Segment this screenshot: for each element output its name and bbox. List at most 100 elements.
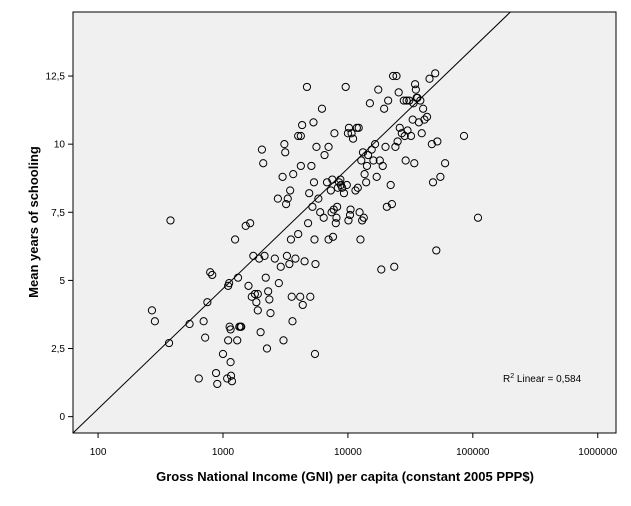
- x-tick-label: 100000: [456, 447, 490, 458]
- data-point: [147, 306, 157, 315]
- data-point: [348, 134, 358, 143]
- data-point: [194, 374, 203, 383]
- data-point: [386, 180, 395, 190]
- data-point: [338, 183, 347, 192]
- data-point: [288, 317, 297, 326]
- data-point: [302, 82, 312, 92]
- data-point: [416, 96, 425, 105]
- data-point: [362, 161, 372, 171]
- data-point: [401, 156, 410, 165]
- x-tick-label: 1000: [212, 447, 235, 458]
- y-tick-label: 5: [59, 276, 65, 287]
- data-point: [285, 259, 294, 269]
- data-point: [294, 131, 303, 141]
- data-point: [237, 322, 246, 331]
- data-point: [353, 183, 362, 192]
- data-point: [425, 74, 434, 83]
- x-tick-label: 10000: [334, 447, 362, 458]
- data-point: [333, 202, 342, 211]
- data-point: [270, 254, 279, 263]
- y-tick-label: 10: [54, 140, 66, 151]
- data-point: [319, 213, 328, 222]
- data-point: [296, 131, 305, 141]
- r-squared-text: Linear = 0,584: [514, 374, 581, 385]
- data-point: [298, 120, 307, 130]
- x-axis: 100 1000 10000 100000 1000000: [90, 433, 618, 458]
- data-point: [306, 292, 315, 301]
- data-point: [246, 219, 255, 228]
- x-tick-label: 100: [90, 447, 107, 458]
- data-point: [203, 298, 212, 307]
- data-point: [358, 148, 368, 157]
- data-point: [356, 235, 365, 244]
- data-point: [312, 142, 321, 151]
- data-point: [378, 161, 387, 171]
- data-point: [372, 172, 381, 181]
- data-point: [328, 175, 337, 184]
- y-tick-label: 2,5: [51, 344, 65, 355]
- data-point: [278, 172, 287, 181]
- data-point: [226, 358, 235, 367]
- data-point: [233, 336, 242, 345]
- data-point: [294, 229, 303, 239]
- data-point: [330, 129, 339, 138]
- data-point: [351, 186, 360, 195]
- data-point: [384, 96, 393, 105]
- data-point: [413, 93, 422, 102]
- y-tick-label: 0: [59, 412, 65, 423]
- data-point: [320, 150, 329, 160]
- data-point: [314, 194, 323, 203]
- data-point: [253, 289, 262, 299]
- data-point: [324, 142, 333, 151]
- data-point: [226, 371, 236, 380]
- data-point: [342, 180, 351, 190]
- data-point: [281, 200, 291, 209]
- data-point: [410, 159, 419, 168]
- x-axis-title: Gross National Income (GNI) per capita (…: [156, 469, 534, 484]
- data-point: [256, 328, 265, 337]
- data-point: [206, 268, 215, 277]
- data-point: [286, 186, 295, 195]
- data-point: [226, 325, 235, 334]
- data-point: [261, 273, 270, 282]
- y-tick-label: 12,5: [46, 72, 66, 83]
- data-point: [410, 80, 420, 89]
- data-point: [387, 200, 397, 209]
- data-point: [201, 333, 210, 342]
- data-point: [417, 129, 426, 138]
- y-axis: 0 2,5 5 7,5 10 12,5: [46, 72, 73, 423]
- data-point: [436, 172, 445, 181]
- data-point: [280, 140, 289, 149]
- data-point: [362, 178, 371, 187]
- data-point: [344, 216, 353, 225]
- data-point: [399, 96, 408, 105]
- data-point: [257, 145, 267, 154]
- data-point: [365, 99, 375, 108]
- data-point: [291, 254, 300, 263]
- r-squared-annotation: R2 Linear = 0,584: [503, 373, 582, 385]
- data-point: [393, 137, 402, 146]
- data-points: [147, 69, 483, 389]
- data-point: [322, 178, 332, 187]
- data-point: [298, 300, 307, 310]
- data-point: [266, 309, 275, 318]
- data-point: [282, 251, 292, 260]
- data-point: [259, 159, 268, 168]
- data-point: [411, 85, 420, 94]
- data-point: [310, 349, 320, 359]
- data-point: [225, 279, 234, 288]
- data-point: [339, 189, 349, 198]
- data-point: [341, 82, 350, 92]
- data-point: [369, 156, 378, 165]
- data-point: [381, 142, 390, 151]
- data-point: [344, 123, 354, 132]
- fit-line-group: [72, 11, 511, 434]
- data-point: [281, 148, 290, 157]
- data-point: [309, 178, 319, 187]
- data-point: [432, 246, 441, 255]
- data-point: [255, 254, 264, 263]
- data-point: [459, 131, 469, 141]
- data-point: [305, 189, 314, 198]
